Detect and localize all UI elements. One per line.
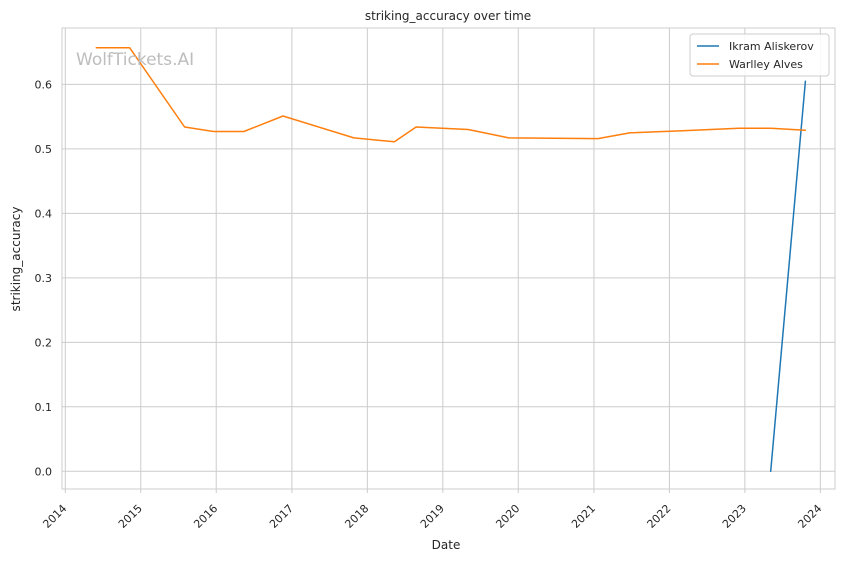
legend: Ikram Aliskerov Warlley Alves (689, 33, 830, 77)
y-tick-label: 0.1 (35, 401, 53, 414)
grid (62, 28, 835, 489)
y-tick-label: 0.6 (35, 78, 53, 91)
legend-label-ikram-aliskerov: Ikram Aliskerov (729, 40, 814, 53)
legend-box (689, 33, 830, 77)
x-axis-title: Date (432, 538, 461, 552)
legend-label-warlley-alves: Warlley Alves (729, 58, 803, 71)
chart-title: striking_accuracy over time (365, 9, 531, 23)
watermark: WolfTickets.AI (76, 50, 194, 70)
plot-frame (61, 27, 836, 490)
series-lines (95, 46, 807, 473)
series-line-ikram-aliskerov (769, 80, 807, 473)
y-axis-title: striking_accuracy (9, 207, 23, 312)
y-tick-label: 0.2 (35, 336, 53, 349)
y-tick-label: 0.5 (35, 143, 53, 156)
y-tick-label: 0.4 (35, 207, 53, 220)
y-tick-label: 0.0 (35, 465, 53, 478)
y-tick-label: 0.3 (35, 272, 53, 285)
series-line-warlley-alves (95, 46, 807, 143)
